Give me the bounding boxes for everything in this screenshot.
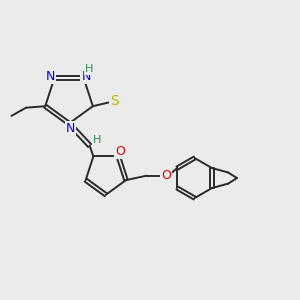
Text: S: S [110, 94, 119, 108]
Text: H: H [85, 64, 93, 74]
Text: H: H [93, 135, 101, 145]
Text: N: N [66, 122, 75, 135]
Text: O: O [161, 169, 171, 182]
Text: N: N [46, 70, 56, 83]
Text: O: O [115, 145, 125, 158]
Text: N: N [81, 70, 91, 83]
